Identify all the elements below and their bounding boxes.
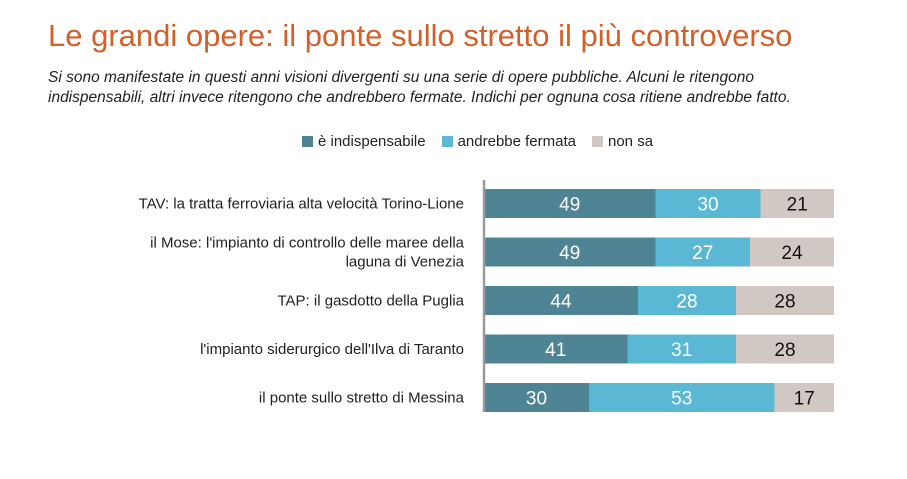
legend-label: è indispensabile — [318, 133, 426, 150]
legend-label: non sa — [608, 133, 654, 150]
bar-segment — [484, 383, 589, 412]
data-label: 27 — [692, 243, 713, 264]
chart-legend: è indispensabile andrebbe fermata non sa — [302, 133, 653, 150]
bar-segment — [484, 334, 628, 364]
page-subtitle: Si sono manifestate in questi anni visio… — [48, 68, 888, 108]
category-label: l'impianto siderurgico dell'Ilva di Tara… — [200, 341, 464, 358]
bar-segment — [484, 237, 656, 267]
data-label: 44 — [550, 292, 572, 313]
data-label: 49 — [559, 195, 580, 216]
category-label: TAV: la tratta ferroviaria alta velocità… — [139, 196, 464, 213]
data-label: 28 — [774, 292, 795, 313]
bar-segment — [655, 237, 750, 267]
data-label: 49 — [559, 243, 580, 264]
bar-segment — [774, 383, 834, 412]
data-label: 24 — [781, 243, 803, 264]
legend-item-indispensabile: è indispensabile — [302, 133, 426, 150]
data-label: 28 — [774, 340, 795, 361]
bar-segment — [655, 189, 761, 218]
data-label: 30 — [526, 389, 547, 410]
bar-segment — [484, 189, 656, 218]
category-label: il ponte sullo stretto di Messina — [259, 390, 465, 407]
bar-segment — [750, 237, 834, 267]
legend-label: andrebbe fermata — [457, 133, 576, 150]
category-label: TAP: il gasdotto della Puglia — [278, 293, 465, 310]
data-label: 30 — [697, 195, 718, 216]
bar-segment — [627, 334, 736, 364]
bar-segment — [484, 286, 638, 315]
legend-swatch — [302, 136, 313, 147]
legend-item-fermata: andrebbe fermata — [441, 133, 576, 150]
category-label: laguna di Venezia — [346, 254, 465, 271]
legend-swatch — [592, 136, 603, 147]
data-label: 41 — [545, 340, 566, 361]
data-label: 28 — [676, 292, 697, 313]
legend-item-non-sa: non sa — [592, 133, 653, 150]
data-label: 21 — [787, 195, 808, 216]
legend-swatch — [441, 136, 453, 147]
subtitle-line-1: Si sono manifestate in questi anni visio… — [48, 69, 754, 86]
subtitle-line-2: indispensabili, altri invece ritengono c… — [48, 89, 791, 106]
bar-segment — [589, 383, 775, 412]
page-title: Le grandi opere: il ponte sullo stretto … — [48, 18, 793, 53]
data-label: 31 — [671, 340, 692, 361]
bar-segment — [760, 189, 834, 218]
category-label: il Mose: l'impianto di controllo delle m… — [150, 235, 465, 252]
bar-segment — [736, 286, 834, 315]
data-label: 53 — [671, 389, 692, 410]
bar-segment — [736, 334, 834, 364]
bar-segment — [638, 286, 736, 315]
data-label: 17 — [794, 389, 815, 410]
